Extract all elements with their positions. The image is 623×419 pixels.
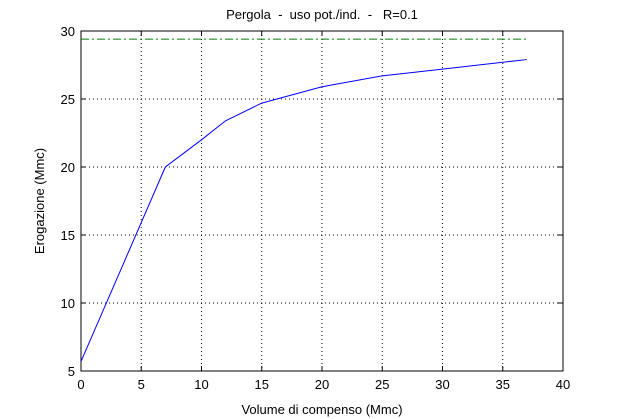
y-tick-label: 10 — [61, 296, 75, 311]
series-line — [80, 59, 527, 362]
y-tick-label: 30 — [61, 24, 75, 39]
x-tick-label: 30 — [435, 377, 449, 392]
x-tick-label: 0 — [77, 377, 84, 392]
y-tick-label: 25 — [61, 92, 75, 107]
y-axis-label: Erogazione (Mmc) — [32, 148, 47, 254]
x-tick-label: 20 — [315, 377, 329, 392]
x-tick-label: 15 — [255, 377, 269, 392]
x-tick-label: 5 — [138, 377, 145, 392]
x-tick-label: 40 — [556, 377, 570, 392]
x-axis-label: Volume di compenso (Mmc) — [241, 402, 402, 417]
y-tick-label: 15 — [61, 228, 75, 243]
x-tick-label: 10 — [194, 377, 208, 392]
x-tick-label: 25 — [375, 377, 389, 392]
y-tick-label: 5 — [68, 364, 75, 379]
chart-title: Pergola - uso pot./ind. - R=0.1 — [226, 7, 418, 22]
x-tick-label: 35 — [496, 377, 510, 392]
y-tick-label: 20 — [61, 160, 75, 175]
axes-box — [80, 30, 564, 372]
